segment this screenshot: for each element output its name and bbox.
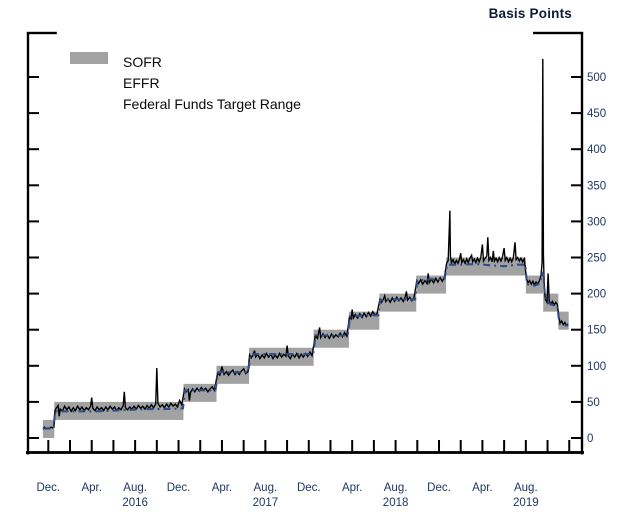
chart-legend: SOFR EFFR Federal Funds Target Range: [70, 51, 301, 114]
x-tick: [351, 440, 354, 453]
y-tick-left: [28, 220, 39, 223]
x-axis: [26, 451, 584, 454]
y-tick-right: [571, 364, 582, 367]
x-tick: [177, 440, 180, 453]
top-right-axis-hook: [533, 31, 584, 35]
effr-line: [42, 262, 569, 430]
x-tick: [220, 440, 223, 453]
x-tick: [112, 440, 115, 453]
y-tick-right: [571, 184, 582, 187]
target-range-band: [183, 383, 217, 402]
target-range-band: [446, 257, 526, 276]
y-tick-right: [571, 328, 582, 331]
x-tick-label: Apr.: [212, 482, 232, 494]
x-year-label: 2016: [122, 497, 148, 509]
x-tick: [69, 440, 72, 453]
y-tick-right: [571, 220, 582, 223]
y-tick-left: [28, 112, 39, 115]
x-tick: [242, 440, 245, 453]
y-tick-right: [571, 437, 582, 439]
top-left-axis-hook: [26, 31, 57, 35]
x-tick: [199, 440, 202, 453]
x-tick: [286, 440, 289, 453]
y-tick-label: 500: [587, 72, 606, 84]
sofr-line: [42, 58, 569, 430]
x-tick-label: Aug.: [384, 482, 408, 494]
y-tick-label: 100: [587, 361, 606, 373]
x-tick-label: Aug.: [254, 482, 278, 494]
x-year-label: 2019: [513, 497, 539, 509]
target-range-band: [216, 365, 250, 384]
target-range-band: [558, 311, 569, 330]
legend-label-target-range: Federal Funds Target Range: [123, 95, 301, 112]
x-tick: [155, 440, 158, 453]
y-tick-right: [571, 256, 582, 259]
y-tick-right: [571, 76, 582, 78]
x-tick: [134, 440, 137, 453]
y-tick-label: 0: [587, 433, 593, 445]
y-tick-left: [28, 328, 39, 331]
legend-item-target-range: Federal Funds Target Range: [70, 52, 301, 114]
legend-label-sofr: SOFR: [123, 53, 162, 70]
x-tick: [568, 440, 571, 453]
x-tick: [503, 440, 506, 453]
y-axis-right: [580, 33, 584, 455]
x-tick: [481, 440, 484, 453]
x-tick: [372, 440, 375, 453]
y-tick-right: [571, 112, 582, 115]
y-tick-label: 450: [587, 108, 606, 120]
legend-label-effr: EFFR: [123, 74, 160, 91]
y-tick-left: [28, 184, 39, 187]
y-tick-right: [571, 400, 582, 403]
x-tick: [329, 440, 332, 453]
x-tick: [438, 440, 441, 453]
x-year-label: 2017: [253, 497, 279, 509]
y-tick-left: [28, 148, 39, 151]
y-tick-left: [28, 400, 39, 403]
x-tick-label: Dec.: [297, 482, 321, 494]
y-tick-label: 200: [587, 289, 606, 301]
x-tick: [264, 440, 267, 453]
y-tick-label: 150: [587, 325, 606, 337]
x-tick: [546, 440, 549, 453]
y-tick-label: 250: [587, 253, 606, 265]
x-tick-label: Dec.: [36, 482, 60, 494]
y-tick-label: 400: [587, 144, 606, 156]
y-tick-left: [28, 437, 39, 439]
x-tick-label: Dec.: [427, 482, 451, 494]
x-tick: [307, 440, 310, 453]
y-tick-left: [28, 256, 39, 259]
y-tick-right: [571, 292, 582, 295]
x-tick: [394, 440, 397, 453]
y-tick-left: [28, 76, 39, 78]
y-tick-left: [28, 292, 39, 295]
x-tick-label: Apr.: [81, 482, 101, 494]
y-axis-title: Basis Points: [488, 6, 572, 21]
x-tick: [524, 440, 527, 453]
x-tick: [47, 440, 50, 453]
legend-item-effr: EFFR: [70, 52, 301, 93]
x-tick-label: Aug.: [123, 482, 147, 494]
x-tick-label: Dec.: [167, 482, 191, 494]
y-tick-label: 350: [587, 180, 606, 192]
x-tick-label: Apr.: [342, 482, 362, 494]
y-tick-label: 300: [587, 216, 606, 228]
x-tick-label: Apr.: [472, 482, 492, 494]
x-tick: [416, 440, 419, 453]
x-tick: [90, 440, 93, 453]
y-tick-left: [28, 364, 39, 367]
y-tick-right: [571, 148, 582, 151]
x-tick-label: Aug.: [514, 482, 538, 494]
y-axis-left: [26, 33, 30, 455]
x-tick: [459, 440, 462, 453]
y-tick-label: 50: [587, 397, 600, 409]
x-year-label: 2018: [383, 497, 409, 509]
